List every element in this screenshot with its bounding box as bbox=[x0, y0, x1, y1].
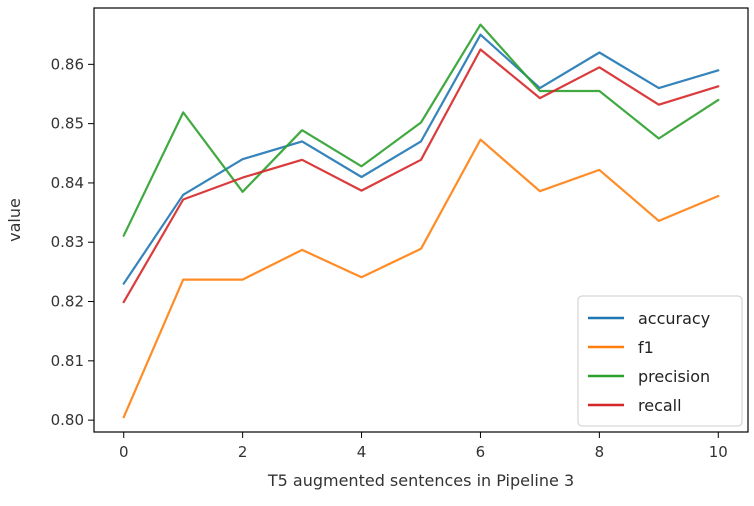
x-tick-label: 6 bbox=[476, 443, 486, 461]
legend-label-f1: f1 bbox=[638, 338, 654, 357]
series-line-recall bbox=[122, 48, 720, 304]
y-tick-label: 0.85 bbox=[51, 115, 84, 133]
legend-label-precision: precision bbox=[638, 367, 710, 386]
legend-label-accuracy: accuracy bbox=[638, 309, 710, 328]
series-layer bbox=[122, 23, 720, 419]
x-tick-label: 4 bbox=[357, 443, 367, 461]
y-tick-label: 0.86 bbox=[51, 55, 84, 73]
x-axis-ticks: 0 2 4 6 8 10 bbox=[119, 432, 728, 461]
y-axis-ticks: 0.80 0.81 0.82 0.83 0.84 0.85 0.86 bbox=[51, 55, 94, 429]
series-line-accuracy bbox=[122, 33, 720, 285]
x-tick-label: 8 bbox=[595, 443, 605, 461]
legend: accuracy f1 precision recall bbox=[577, 295, 743, 427]
x-tick-label: 2 bbox=[238, 443, 248, 461]
x-tick-label: 10 bbox=[709, 443, 728, 461]
x-axis-label: T5 augmented sentences in Pipeline 3 bbox=[267, 471, 574, 490]
legend-frame bbox=[577, 295, 743, 427]
y-tick-label: 0.83 bbox=[51, 233, 84, 251]
plot-frame bbox=[93, 7, 749, 433]
y-tick-label: 0.80 bbox=[51, 411, 84, 429]
series-line-f1 bbox=[122, 138, 720, 419]
y-axis-label: value bbox=[5, 198, 24, 242]
x-tick-label: 0 bbox=[119, 443, 129, 461]
legend-label-recall: recall bbox=[638, 396, 682, 415]
series-line-precision bbox=[122, 23, 720, 237]
y-tick-label: 0.84 bbox=[51, 174, 84, 192]
y-tick-label: 0.81 bbox=[51, 352, 84, 370]
y-tick-label: 0.82 bbox=[51, 293, 84, 311]
